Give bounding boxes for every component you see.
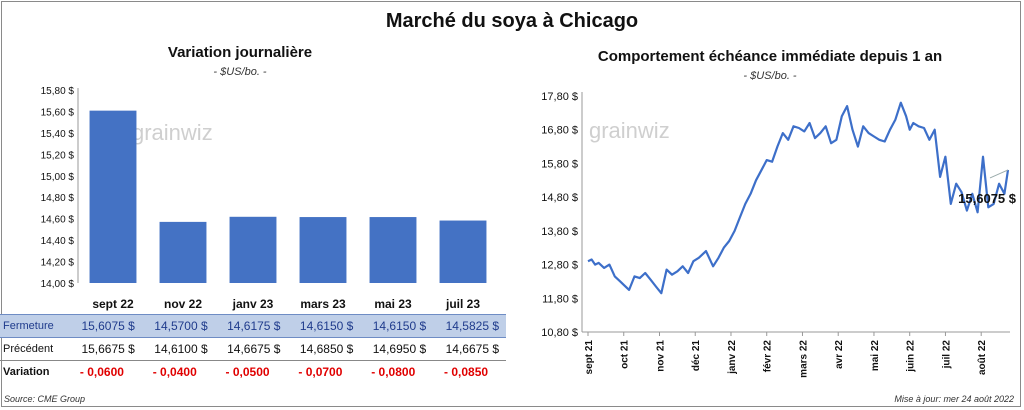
y-tick-label: 15,80 $	[41, 86, 75, 97]
table-cell: - 0,0400	[152, 365, 197, 379]
table-cell: 14,6150 $	[287, 314, 361, 338]
table-row-variation: Variation - 0,0600 - 0,0400 - 0,0500 - 0…	[0, 361, 506, 384]
right-chart-unit: - $US/bo. -	[743, 70, 797, 82]
y-tick-label: 14,20 $	[41, 258, 75, 269]
right-chart-title: Comportement échéance immédiate depuis 1…	[597, 48, 943, 65]
y-tick-label: 14,60 $	[41, 215, 75, 226]
x-tick-label: nov 22	[164, 297, 202, 311]
bar	[89, 110, 137, 283]
table-cell: 15,6675 $	[69, 337, 142, 361]
x-tick-label: mai 22	[870, 340, 881, 372]
x-tick-label: févr 22	[763, 340, 774, 373]
table-cell: 14,6675 $	[214, 337, 288, 361]
table-cell: 14,6150 $	[360, 314, 434, 338]
y-tick-label: 16,80 $	[541, 125, 578, 137]
watermark-left: grainwiz	[132, 120, 213, 145]
bar	[369, 217, 417, 283]
price-table: Fermeture 15,6075 $ 14,5700 $ 14,6175 $ …	[0, 314, 506, 383]
table-cell: 14,6950 $	[360, 337, 434, 361]
price-line-series	[587, 101, 1010, 295]
updated-note: Mise à jour: mer 24 août 2022	[894, 394, 1014, 404]
source-note: Source: CME Group	[4, 394, 86, 404]
y-tick-label: 14,80 $	[41, 193, 75, 204]
bar	[159, 221, 207, 283]
row-label: Précédent	[0, 337, 69, 361]
table-cell: 15,6075 $	[69, 314, 142, 338]
y-tick-label: 15,60 $	[41, 107, 75, 118]
x-tick-label: mars 23	[300, 297, 346, 311]
table-cell: - 0,0700	[298, 365, 343, 379]
last-value-leader	[989, 169, 1009, 179]
x-tick-label: déc 21	[691, 340, 702, 372]
table-cell: - 0,0800	[371, 365, 416, 379]
x-tick-label: juil 22	[941, 340, 952, 370]
x-tick-label: sept 21	[584, 340, 595, 375]
table-cell: 14,6175 $	[214, 314, 288, 338]
y-tick-label: 10,80 $	[541, 327, 578, 339]
x-tick-label: mai 23	[374, 297, 412, 311]
y-tick-label: 15,40 $	[41, 129, 75, 140]
x-tick-label: mars 22	[798, 340, 809, 378]
table-cell: 14,6850 $	[287, 337, 361, 361]
y-tick-label: 14,40 $	[41, 236, 75, 247]
table-cell: - 0,0600	[79, 365, 124, 379]
table-cell: 14,5700 $	[141, 314, 215, 338]
main-title: Marché du soya à Chicago	[385, 10, 639, 32]
y-tick-label: 13,80 $	[541, 226, 578, 238]
left-chart-title: Variation journalière	[167, 44, 313, 61]
table-cell: 14,6675 $	[433, 337, 506, 361]
row-label: Fermeture	[0, 314, 69, 338]
y-tick-label: 15,80 $	[541, 158, 578, 170]
y-tick-label: 12,80 $	[541, 260, 578, 272]
table-cell: - 0,0850	[444, 365, 489, 379]
table-cell: 14,5825 $	[433, 314, 506, 338]
x-tick-label: juil 23	[445, 297, 480, 311]
y-tick-label: 11,80 $	[542, 293, 578, 305]
y-tick-label: 14,80 $	[541, 192, 578, 204]
row-label: Variation	[3, 366, 50, 378]
table-row-fermeture: Fermeture 15,6075 $ 14,5700 $ 14,6175 $ …	[0, 314, 506, 338]
bar	[439, 220, 487, 283]
bar	[229, 216, 277, 283]
x-tick-label: sept 22	[92, 297, 134, 311]
x-tick-label: janv 23	[232, 297, 274, 311]
x-tick-label: juin 22	[906, 340, 917, 373]
x-tick-label: oct 21	[620, 340, 631, 369]
x-tick-label: janv 22	[727, 340, 738, 375]
x-tick-label: nov 21	[655, 340, 666, 372]
bar	[299, 217, 347, 283]
watermark-right: grainwiz	[589, 118, 670, 143]
y-tick-label: 14,00 $	[41, 279, 75, 290]
y-tick-label: 17,80 $	[541, 91, 578, 103]
x-tick-label: août 22	[977, 340, 988, 375]
x-tick-label: avr 22	[834, 340, 845, 369]
table-row-precedent: Précédent 15,6675 $ 14,6100 $ 14,6675 $ …	[0, 337, 506, 361]
y-tick-label: 15,00 $	[41, 172, 75, 183]
left-chart-unit: - $US/bo. -	[213, 66, 267, 78]
table-cell: 14,6100 $	[141, 337, 215, 361]
last-value-label: 15,6075 $	[958, 191, 1017, 206]
y-tick-label: 15,20 $	[41, 150, 75, 161]
table-cell: - 0,0500	[225, 365, 270, 379]
